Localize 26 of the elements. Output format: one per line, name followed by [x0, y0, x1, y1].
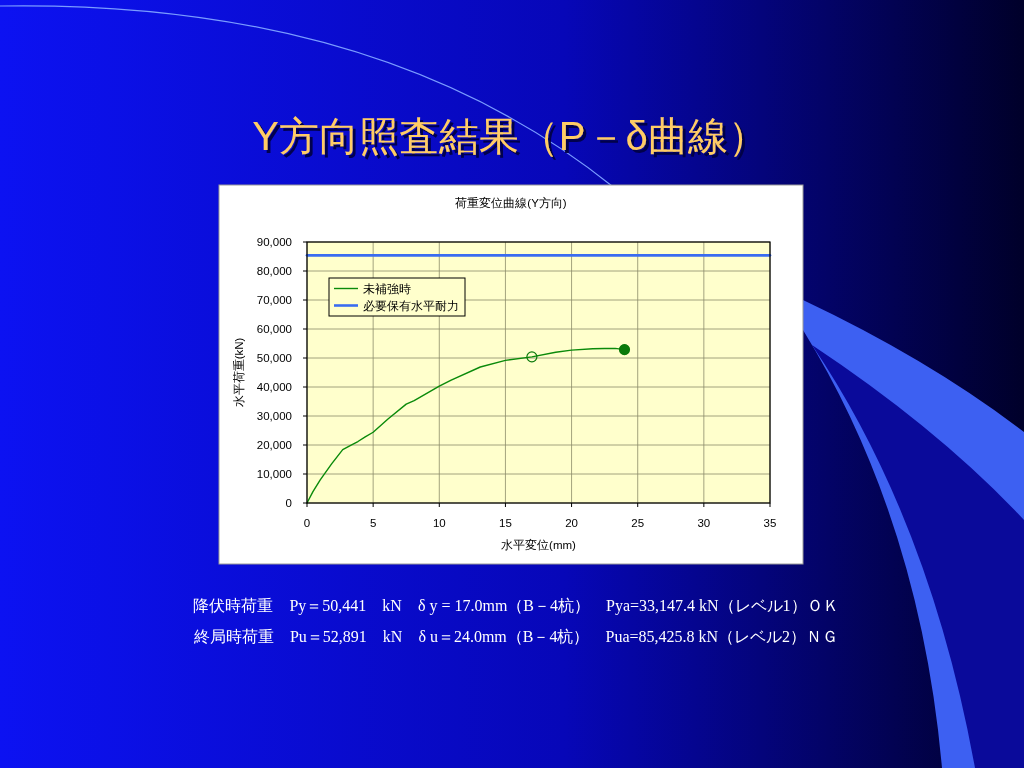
x-tick-label: 15	[499, 517, 512, 529]
chart: 荷重変位曲線(Y方向) 0 5 10 15 20 25 30 35 0 10,000 20,000 30,000 40,000 50,000 60,000 70,000 80,000 90,000 水平変位(mm) 水平荷重(kN) 未補強時 必要保有水平耐力	[218, 184, 804, 565]
y-tick-label: 50,000	[256, 352, 292, 364]
y-tick-label: 40,000	[256, 381, 292, 393]
annotations: 降伏時荷重 Py＝50,441 kN δ y = 17.0mm（B－4杭） Pya=33,147.4 kN（レベル1）ＯＫ 終局時荷重 Pu＝52,891 kN δ u＝24.0mm（B－4杭） Pua=85,425.8 kN（レベル2）ＮＧ	[193, 597, 839, 645]
x-tick-label: 25	[631, 517, 645, 529]
y-tick-label: 0	[285, 497, 292, 509]
y-tick-label: 70,000	[256, 294, 292, 306]
legend-label: 未補強時	[363, 282, 411, 295]
x-tick-label: 30	[697, 517, 711, 529]
subtitle: 荷重変位曲線(Y方向)	[455, 197, 567, 209]
y-tick-label: 60,000	[256, 323, 292, 335]
y-tick-label: 20,000	[256, 439, 292, 451]
title: Y方向照査結果（P－δ曲線）	[252, 114, 768, 158]
y-tick-label: 80,000	[256, 265, 292, 277]
ylabel: 水平荷重(kN)	[233, 337, 245, 408]
xlabel: 水平変位(mm)	[501, 539, 576, 551]
x-tick-label: 35	[763, 517, 777, 529]
y-tick-label: 30,000	[256, 410, 292, 422]
y-tick-label: 10,000	[256, 468, 292, 480]
legend-label: 必要保有水平耐力	[363, 298, 459, 312]
x-tick-label: 5	[369, 517, 377, 529]
y-tick-label: 90,000	[256, 236, 292, 248]
x-tick-label: 0	[303, 517, 311, 529]
x-tick-label: 10	[432, 517, 446, 529]
x-tick-label: 20	[565, 517, 578, 529]
